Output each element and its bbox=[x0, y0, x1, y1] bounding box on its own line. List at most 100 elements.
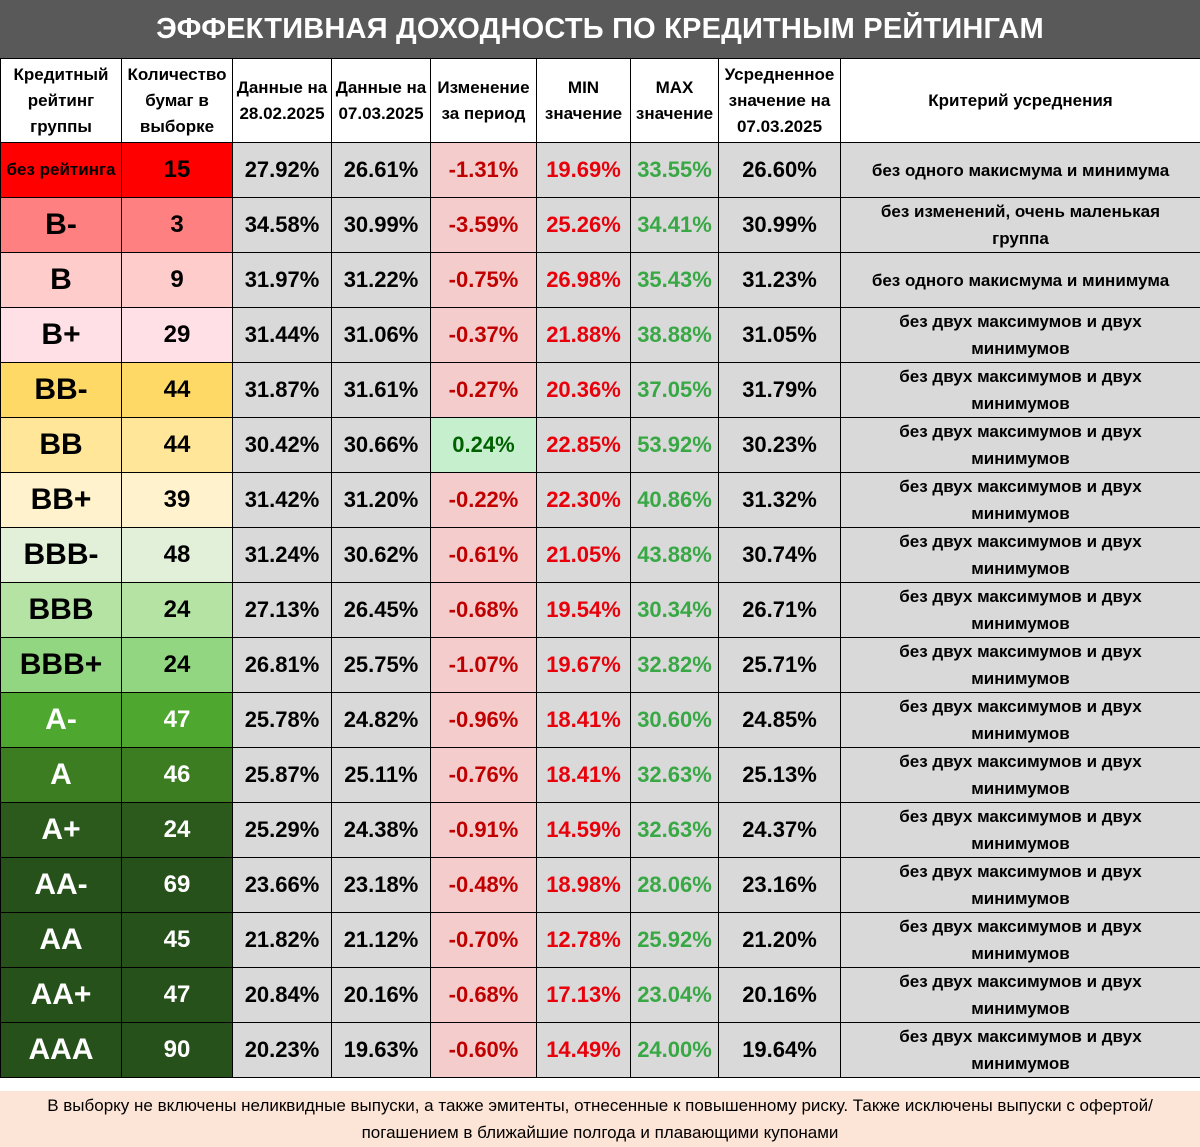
value-date1-cell: 26.81% bbox=[232, 637, 332, 693]
rating-cell: BBB- bbox=[0, 527, 122, 583]
criterion-cell: без двух максимумов и двух минимумов bbox=[840, 967, 1200, 1023]
change-cell: -0.22% bbox=[430, 472, 537, 528]
header-cell-count: Количество бумаг в выборке bbox=[121, 58, 233, 143]
value-date2-cell: 24.82% bbox=[331, 692, 431, 748]
change-cell: -0.27% bbox=[430, 362, 537, 418]
min-cell: 18.98% bbox=[536, 857, 631, 913]
count-cell: 44 bbox=[121, 417, 233, 473]
min-cell: 22.30% bbox=[536, 472, 631, 528]
rating-cell: AA+ bbox=[0, 967, 122, 1023]
table-row: BBB+ 24 26.81% 25.75% -1.07% 19.67% 32.82% 25.7… bbox=[0, 637, 1200, 693]
count-cell: 48 bbox=[121, 527, 233, 583]
rating-cell: BBB bbox=[0, 582, 122, 638]
average-cell: 30.99% bbox=[718, 197, 841, 253]
average-cell: 31.23% bbox=[718, 252, 841, 308]
value-date2-cell: 31.61% bbox=[331, 362, 431, 418]
criterion-cell: без изменений, очень маленькая группа bbox=[840, 197, 1200, 253]
max-cell: 40.86% bbox=[630, 472, 719, 528]
change-cell: -0.76% bbox=[430, 747, 537, 803]
max-cell: 33.55% bbox=[630, 142, 719, 198]
change-cell: -0.68% bbox=[430, 967, 537, 1023]
table-row: BB 44 30.42% 30.66% 0.24% 22.85% 53.92% 30.23% б… bbox=[0, 417, 1200, 473]
value-date1-cell: 25.87% bbox=[232, 747, 332, 803]
average-cell: 20.16% bbox=[718, 967, 841, 1023]
header-cell-date1: Данные на 28.02.2025 bbox=[232, 58, 332, 143]
table-row: BB+ 39 31.42% 31.20% -0.22% 22.30% 40.86% 31.32… bbox=[0, 472, 1200, 528]
max-cell: 37.05% bbox=[630, 362, 719, 418]
count-cell: 3 bbox=[121, 197, 233, 253]
criterion-cell: без двух максимумов и двух минимумов bbox=[840, 857, 1200, 913]
max-cell: 38.88% bbox=[630, 307, 719, 363]
min-cell: 18.41% bbox=[536, 692, 631, 748]
rating-cell: B- bbox=[0, 197, 122, 253]
average-cell: 21.20% bbox=[718, 912, 841, 968]
max-cell: 35.43% bbox=[630, 252, 719, 308]
value-date1-cell: 25.29% bbox=[232, 802, 332, 858]
value-date1-cell: 20.23% bbox=[232, 1022, 332, 1078]
criterion-cell: без двух максимумов и двух минимумов bbox=[840, 362, 1200, 418]
value-date1-cell: 31.42% bbox=[232, 472, 332, 528]
value-date2-cell: 23.18% bbox=[331, 857, 431, 913]
average-cell: 30.74% bbox=[718, 527, 841, 583]
table-title: ЭФФЕКТИВНАЯ ДОХОДНОСТЬ ПО КРЕДИТНЫМ РЕЙТ… bbox=[0, 0, 1200, 58]
change-cell: -0.91% bbox=[430, 802, 537, 858]
min-cell: 14.59% bbox=[536, 802, 631, 858]
max-cell: 28.06% bbox=[630, 857, 719, 913]
table-row: B+ 29 31.44% 31.06% -0.37% 21.88% 38.88% 31.05%… bbox=[0, 307, 1200, 363]
criterion-cell: без одного макисмума и минимума bbox=[840, 252, 1200, 308]
max-cell: 32.63% bbox=[630, 802, 719, 858]
average-cell: 26.60% bbox=[718, 142, 841, 198]
header-cell-rating: Кредитный рейтинг группы bbox=[0, 58, 122, 143]
count-cell: 47 bbox=[121, 967, 233, 1023]
average-cell: 25.13% bbox=[718, 747, 841, 803]
min-cell: 17.13% bbox=[536, 967, 631, 1023]
average-cell: 31.05% bbox=[718, 307, 841, 363]
value-date1-cell: 25.78% bbox=[232, 692, 332, 748]
max-cell: 34.41% bbox=[630, 197, 719, 253]
count-cell: 24 bbox=[121, 802, 233, 858]
min-cell: 19.67% bbox=[536, 637, 631, 693]
average-cell: 24.37% bbox=[718, 802, 841, 858]
value-date2-cell: 24.38% bbox=[331, 802, 431, 858]
header-cell-criterion: Критерий усреднения bbox=[840, 58, 1200, 143]
table-row: AA- 69 23.66% 23.18% -0.48% 18.98% 28.06% 23.16… bbox=[0, 857, 1200, 913]
value-date1-cell: 27.92% bbox=[232, 142, 332, 198]
rating-cell: A bbox=[0, 747, 122, 803]
max-cell: 25.92% bbox=[630, 912, 719, 968]
criterion-cell: без двух максимумов и двух минимумов bbox=[840, 747, 1200, 803]
table-row: B 9 31.97% 31.22% -0.75% 26.98% 35.43% 31.23% бе… bbox=[0, 252, 1200, 308]
count-cell: 39 bbox=[121, 472, 233, 528]
rating-cell: A- bbox=[0, 692, 122, 748]
value-date1-cell: 34.58% bbox=[232, 197, 332, 253]
change-cell: -0.70% bbox=[430, 912, 537, 968]
rating-cell: BB bbox=[0, 417, 122, 473]
rating-cell: BB- bbox=[0, 362, 122, 418]
average-cell: 26.71% bbox=[718, 582, 841, 638]
rating-cell: AAA bbox=[0, 1022, 122, 1078]
rating-cell: BBB+ bbox=[0, 637, 122, 693]
value-date2-cell: 30.62% bbox=[331, 527, 431, 583]
header-cell-max: MAX значение bbox=[630, 58, 719, 143]
count-cell: 44 bbox=[121, 362, 233, 418]
header-cell-average: Усредненное значение на 07.03.2025 bbox=[718, 58, 841, 143]
min-cell: 19.54% bbox=[536, 582, 631, 638]
max-cell: 30.34% bbox=[630, 582, 719, 638]
max-cell: 24.00% bbox=[630, 1022, 719, 1078]
table-row: A- 47 25.78% 24.82% -0.96% 18.41% 30.60% 24.85%… bbox=[0, 692, 1200, 748]
value-date1-cell: 31.44% bbox=[232, 307, 332, 363]
criterion-cell: без двух максимумов и двух минимумов bbox=[840, 692, 1200, 748]
change-cell: -0.48% bbox=[430, 857, 537, 913]
average-cell: 24.85% bbox=[718, 692, 841, 748]
count-cell: 24 bbox=[121, 582, 233, 638]
average-cell: 31.79% bbox=[718, 362, 841, 418]
value-date2-cell: 31.06% bbox=[331, 307, 431, 363]
value-date2-cell: 25.11% bbox=[331, 747, 431, 803]
min-cell: 20.36% bbox=[536, 362, 631, 418]
criterion-cell: без двух максимумов и двух минимумов bbox=[840, 472, 1200, 528]
min-cell: 19.69% bbox=[536, 142, 631, 198]
count-cell: 9 bbox=[121, 252, 233, 308]
rating-cell: без рейтинга bbox=[0, 142, 122, 198]
criterion-cell: без двух максимумов и двух минимумов bbox=[840, 307, 1200, 363]
table-row: A 46 25.87% 25.11% -0.76% 18.41% 32.63% 25.13% б… bbox=[0, 747, 1200, 803]
header-cell-change: Изменение за период bbox=[430, 58, 537, 143]
